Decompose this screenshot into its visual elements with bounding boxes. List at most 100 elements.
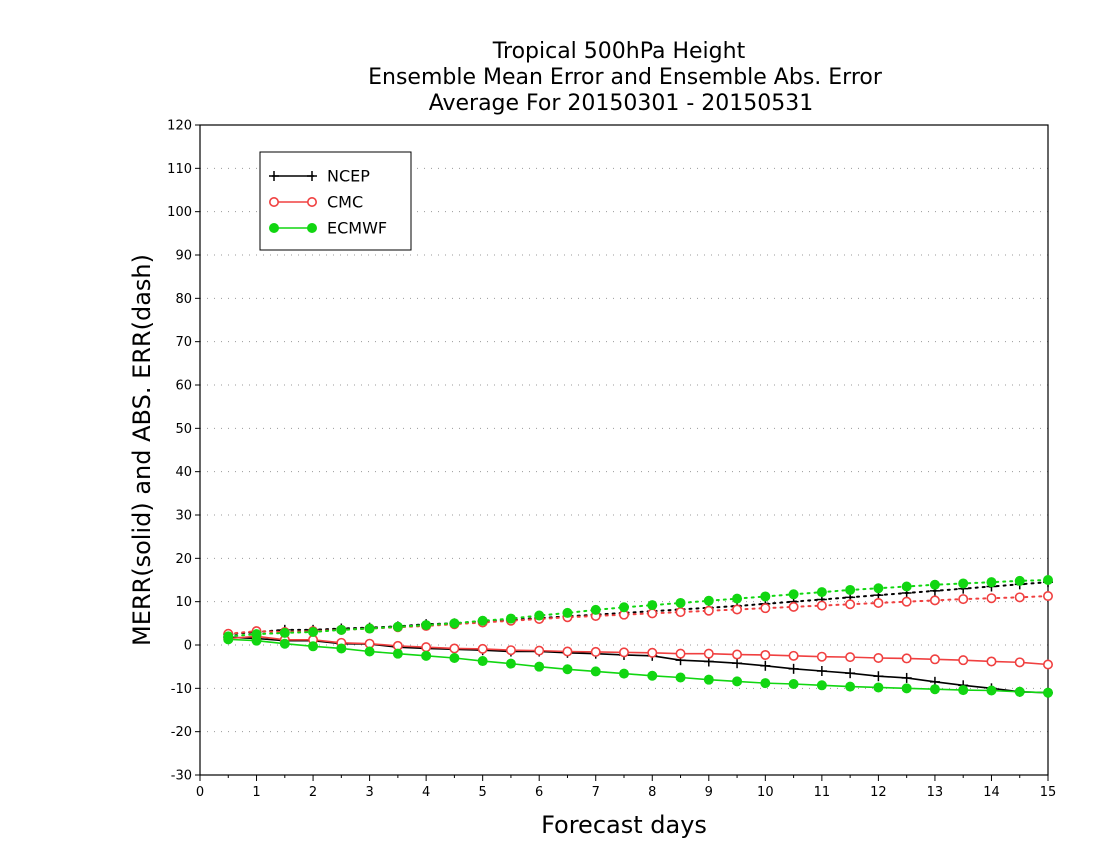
point-ecmwf-merr <box>562 664 573 675</box>
point-ecmwf-abs-err <box>590 604 601 615</box>
point-cmc-merr <box>618 647 629 658</box>
legend: NCEP CMC ECMWF <box>259 151 412 251</box>
point-ecmwf-merr <box>675 672 686 683</box>
point-ecmwf-merr <box>336 643 347 654</box>
legend-marker-cmc <box>268 197 279 208</box>
point-ecmwf-abs-err <box>732 593 743 604</box>
x-tick-label: 14 <box>983 785 1000 800</box>
point-ncep-merr <box>788 663 799 674</box>
x-tick-label: 3 <box>365 785 373 800</box>
point-cmc-merr <box>675 648 686 659</box>
series-ecmwf <box>227 579 1049 694</box>
point-ecmwf-merr <box>477 656 488 667</box>
point-cmc-merr <box>732 649 743 660</box>
y-tick-label: 70 <box>175 335 192 350</box>
x-tick-label: 6 <box>535 785 543 800</box>
legend-box <box>259 151 412 251</box>
point-ecmwf-merr <box>816 680 827 691</box>
point-ecmwf-abs-err <box>675 597 686 608</box>
point-ecmwf-merr <box>223 634 234 645</box>
point-cmc-merr <box>986 656 997 667</box>
point-cmc-merr <box>505 645 516 656</box>
point-ecmwf-merr <box>308 641 319 652</box>
point-ecmwf-merr <box>845 681 856 692</box>
x-tick-label: 11 <box>814 785 831 800</box>
point-ecmwf-abs-err <box>901 581 912 592</box>
y-tick-label: 60 <box>175 379 192 394</box>
x-tick-label: 9 <box>705 785 713 800</box>
point-ecmwf-abs-err <box>308 627 319 637</box>
legend-marker-ecmwf <box>269 223 279 233</box>
series-ncep <box>227 581 1049 694</box>
y-axis-title: MERR(solid) and ABS. ERR(dash) <box>128 254 156 646</box>
point-cmc-merr <box>901 653 912 664</box>
point-cmc-abs-err <box>788 601 799 612</box>
point-ecmwf-abs-err <box>477 615 488 626</box>
point-ecmwf-merr <box>873 682 884 693</box>
legend-item-ecmwf: ECMWF <box>269 219 387 238</box>
point-ecmwf-merr <box>251 635 262 646</box>
point-ecmwf-merr <box>760 678 771 689</box>
point-cmc-merr <box>647 647 658 658</box>
point-cmc-abs-err <box>732 604 743 615</box>
point-ecmwf-merr <box>534 661 545 672</box>
point-cmc-abs-err <box>1043 591 1054 602</box>
point-ecmwf-merr <box>958 685 969 696</box>
point-ecmwf-abs-err <box>845 584 856 595</box>
x-tick-label: 13 <box>927 785 944 800</box>
series-ncep-abs-err-line <box>227 581 1049 636</box>
point-ecmwf-abs-err <box>760 591 771 602</box>
point-ecmwf-abs-err <box>534 610 545 621</box>
point-cmc-merr <box>958 655 969 666</box>
point-cmc-merr <box>929 654 940 665</box>
chart-title: Tropical 500hPa Height Ensemble Mean Err… <box>368 39 883 116</box>
legend-label-cmc: CMC <box>327 193 363 212</box>
point-ecmwf-merr <box>505 658 516 669</box>
point-ecmwf-merr <box>1043 687 1053 698</box>
point-cmc-abs-err <box>845 599 856 610</box>
x-tick-label: 1 <box>252 785 260 800</box>
point-ecmwf-abs-err <box>929 579 940 590</box>
point-ecmwf-merr <box>986 685 997 696</box>
point-cmc-abs-err <box>647 608 658 619</box>
y-tick-label: 100 <box>167 205 192 220</box>
point-ecmwf-abs-err <box>986 577 997 588</box>
y-tick-label: -10 <box>171 682 192 697</box>
point-ecmwf-merr <box>279 638 290 649</box>
point-cmc-abs-err <box>873 597 884 608</box>
point-cmc-merr <box>1043 659 1054 670</box>
point-ecmwf-merr <box>929 684 940 695</box>
point-ecmwf-merr <box>647 670 658 681</box>
point-ncep-merr <box>873 671 884 682</box>
point-cmc-abs-err <box>703 605 714 616</box>
point-cmc-abs-err <box>675 607 686 618</box>
point-ecmwf-merr <box>732 676 743 687</box>
y-tick-label: -20 <box>171 725 192 740</box>
series-ncep-merr-line <box>228 636 1049 694</box>
point-cmc-merr <box>534 645 545 656</box>
point-ecmwf-abs-err <box>364 623 375 634</box>
point-ecmwf-merr <box>421 650 432 661</box>
chart-title-line-2: Ensemble Mean Error and Ensemble Abs. Er… <box>368 65 883 90</box>
point-ecmwf-merr <box>901 683 912 694</box>
chart-title-line-3: Average For 20150301 - 20150531 <box>429 91 814 116</box>
y-tick-label: 90 <box>175 249 192 264</box>
point-ecmwf-abs-err <box>449 618 460 629</box>
point-ecmwf-abs-err <box>647 600 658 611</box>
point-ecmwf-abs-err <box>562 607 573 618</box>
point-cmc-merr <box>703 648 714 659</box>
point-ecmwf-abs-err <box>958 578 969 589</box>
x-tick-label: 7 <box>592 785 600 800</box>
point-ecmwf-merr <box>1014 686 1025 697</box>
series-ecmwf-points <box>223 575 1053 698</box>
point-cmc-abs-err <box>929 595 940 606</box>
point-cmc-merr <box>760 649 771 660</box>
y-tick-label: 20 <box>175 552 192 567</box>
point-cmc-merr <box>873 652 884 663</box>
point-ecmwf-abs-err <box>1043 575 1053 585</box>
y-tick-label: 110 <box>167 162 192 177</box>
point-cmc-abs-err <box>1014 592 1025 603</box>
series-ecmwf-abs-err-line <box>227 579 1049 638</box>
x-tick-label: 10 <box>757 785 774 800</box>
